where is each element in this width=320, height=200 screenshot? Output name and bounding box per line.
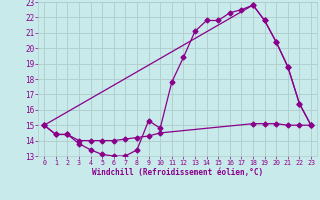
X-axis label: Windchill (Refroidissement éolien,°C): Windchill (Refroidissement éolien,°C): [92, 168, 263, 177]
